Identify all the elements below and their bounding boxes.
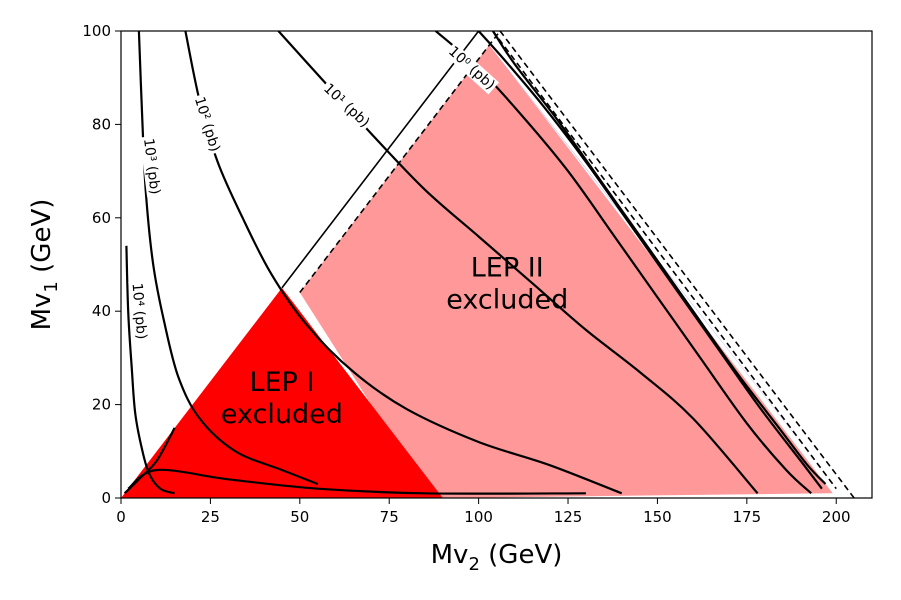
x-axis-ticks: 0 25 50 75 100 125 150 175 200 xyxy=(116,498,851,526)
boundary-line-4 xyxy=(492,31,837,490)
contour-label-bg-2 xyxy=(139,135,163,198)
region-label-lep2-line1: LEP II xyxy=(471,253,544,284)
x-tick-label-125: 125 xyxy=(554,508,583,526)
contour-label-bg-3 xyxy=(190,93,224,156)
contour-line-5 xyxy=(434,31,812,495)
y-axis-label: Mv1 (GeV) xyxy=(27,199,62,331)
x-tick-label-50: 50 xyxy=(290,508,309,526)
contour-label-1: 10⁴ (pb) xyxy=(128,282,149,340)
x-tick-label-200: 200 xyxy=(822,508,851,526)
y-tick-label-0: 0 xyxy=(101,489,111,507)
x-tick-label-0: 0 xyxy=(116,508,126,526)
contour-label-4: 10¹ (pb) xyxy=(320,81,372,131)
x-tick-label-75: 75 xyxy=(380,508,399,526)
boundary-line-1 xyxy=(281,31,480,289)
x-tick-label-175: 175 xyxy=(733,508,762,526)
region-label-lep2-line2: excluded xyxy=(446,285,568,316)
x-tick-label-100: 100 xyxy=(464,508,493,526)
contour-line-9 xyxy=(127,468,586,495)
y-tick-label-60: 60 xyxy=(92,209,111,227)
x-tick-label-25: 25 xyxy=(201,508,220,526)
contour-label-bg-4 xyxy=(318,79,374,133)
boundary-line-3 xyxy=(499,31,855,498)
y-tick-label-20: 20 xyxy=(92,396,111,414)
contour-label-bg-5 xyxy=(443,42,500,95)
contour-line-1 xyxy=(125,245,175,495)
contour-label-3: 10² (pb) xyxy=(191,95,223,154)
contour-line-6 xyxy=(477,31,823,490)
region-lep1 xyxy=(121,287,443,498)
region-label-lep1-line1: LEP I xyxy=(249,367,314,398)
x-tick-label-150: 150 xyxy=(643,508,672,526)
x-axis-label: Mv2 (GeV) xyxy=(431,540,563,575)
plot-frame xyxy=(120,30,873,499)
y-tick-label-40: 40 xyxy=(92,302,111,320)
y-tick-label-100: 100 xyxy=(82,22,111,40)
y-tick-label-80: 80 xyxy=(92,115,111,133)
contour-line-7 xyxy=(491,31,827,485)
y-axis-ticks: 0 20 40 60 80 100 xyxy=(82,22,121,507)
region-lep2 xyxy=(299,45,833,498)
contour-label-2: 10³ (pb) xyxy=(140,137,163,195)
contour-label-bg-1 xyxy=(128,280,150,342)
region-label-lep1-line2: excluded xyxy=(221,399,343,430)
